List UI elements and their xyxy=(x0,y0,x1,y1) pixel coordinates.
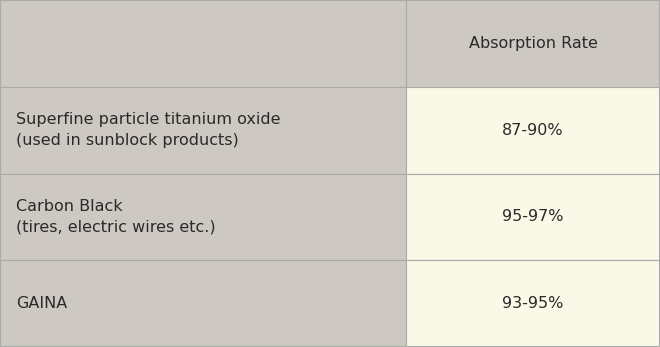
Text: GAINA: GAINA xyxy=(16,296,68,311)
Bar xyxy=(406,260,660,347)
Text: Superfine particle titanium oxide
(used in sunblock products): Superfine particle titanium oxide (used … xyxy=(16,112,281,148)
Text: 87-90%: 87-90% xyxy=(502,122,564,138)
Bar xyxy=(406,174,660,260)
Bar xyxy=(406,87,660,174)
Bar xyxy=(0,0,406,87)
Bar xyxy=(0,174,406,260)
Text: 95-97%: 95-97% xyxy=(502,209,564,225)
Text: Carbon Black
(tires, electric wires etc.): Carbon Black (tires, electric wires etc.… xyxy=(16,199,216,235)
Text: Absorption Rate: Absorption Rate xyxy=(469,36,597,51)
Text: 93-95%: 93-95% xyxy=(502,296,564,311)
Bar xyxy=(0,260,406,347)
Bar xyxy=(0,87,406,174)
Bar xyxy=(406,0,660,87)
